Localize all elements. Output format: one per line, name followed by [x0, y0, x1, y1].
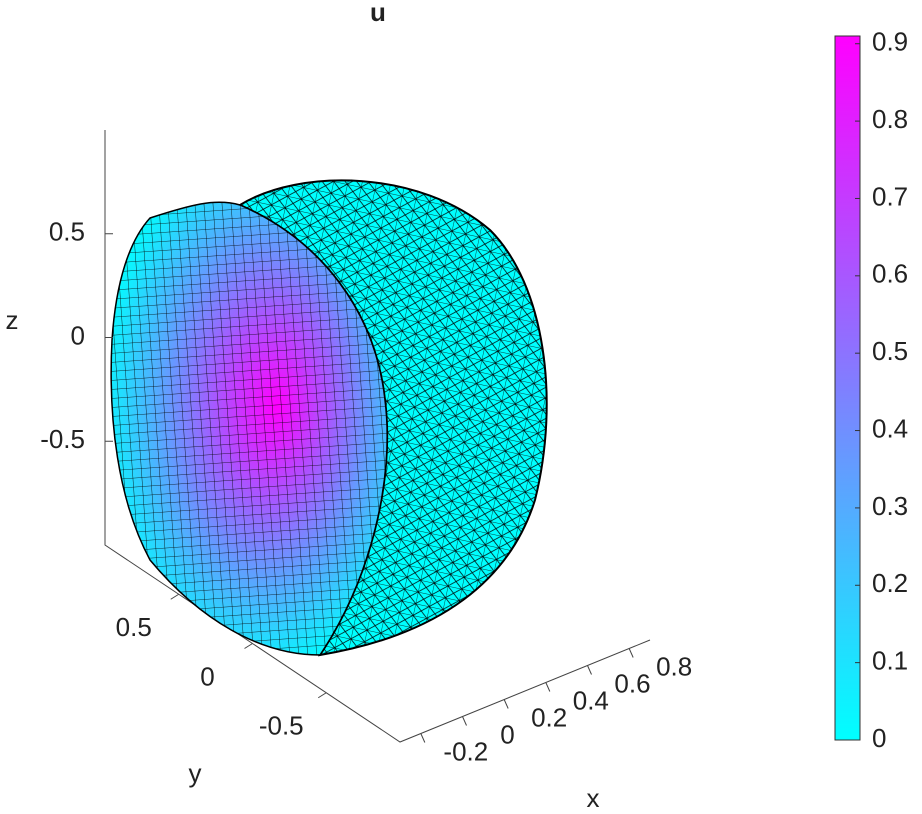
y-tick-label: 0 — [200, 661, 214, 691]
y-tick — [244, 643, 253, 649]
z-axis-label: z — [6, 305, 19, 335]
y-tick — [170, 593, 180, 600]
y-tick-label: -0.5 — [259, 711, 304, 741]
colorbar-tick-label: 0.5 — [872, 336, 908, 366]
z-tick-label: -0.5 — [40, 424, 85, 454]
x-tick-label: 0.4 — [573, 685, 609, 715]
z-tick-label: 0 — [71, 320, 85, 350]
curved-mesh — [240, 180, 547, 655]
x-tick — [420, 733, 426, 743]
x-tick — [587, 665, 592, 675]
x-tick-label: 0.6 — [614, 668, 650, 698]
x-tick — [628, 648, 634, 658]
colorbar-tick-label: 0.8 — [872, 104, 908, 134]
colorbar-tick-label: 0.6 — [872, 259, 908, 289]
colorbar — [834, 35, 861, 741]
x-tick — [503, 699, 509, 709]
y-axis-label: y — [189, 758, 202, 788]
x-tick-label: 0.8 — [656, 651, 692, 681]
x-tick — [462, 716, 467, 726]
chart-title: u — [370, 0, 386, 27]
x-tick-label: 0.2 — [531, 702, 567, 732]
surface — [110, 179, 548, 657]
x-tick — [545, 682, 551, 692]
colorbar-tick-label: 0.9 — [872, 27, 908, 57]
x-tick-label: -0.2 — [443, 736, 488, 766]
colorbar-tick-label: 0.7 — [872, 181, 908, 211]
z-tick-label: 0.5 — [49, 217, 85, 247]
colorbar-tick-label: 0.3 — [872, 491, 908, 521]
colorbar-tick-label: 0.2 — [872, 568, 908, 598]
colorbar-tick-label: 0 — [872, 723, 886, 753]
x-axis-label: x — [587, 783, 600, 813]
colorbar-tick-label: 0.1 — [872, 646, 908, 676]
face-mesh — [111, 202, 388, 655]
x-tick-label: 0 — [500, 719, 514, 749]
y-tick-label: 0.5 — [116, 612, 152, 642]
colorbar-tick-label: 0.4 — [872, 413, 908, 443]
y-tick — [317, 692, 327, 699]
